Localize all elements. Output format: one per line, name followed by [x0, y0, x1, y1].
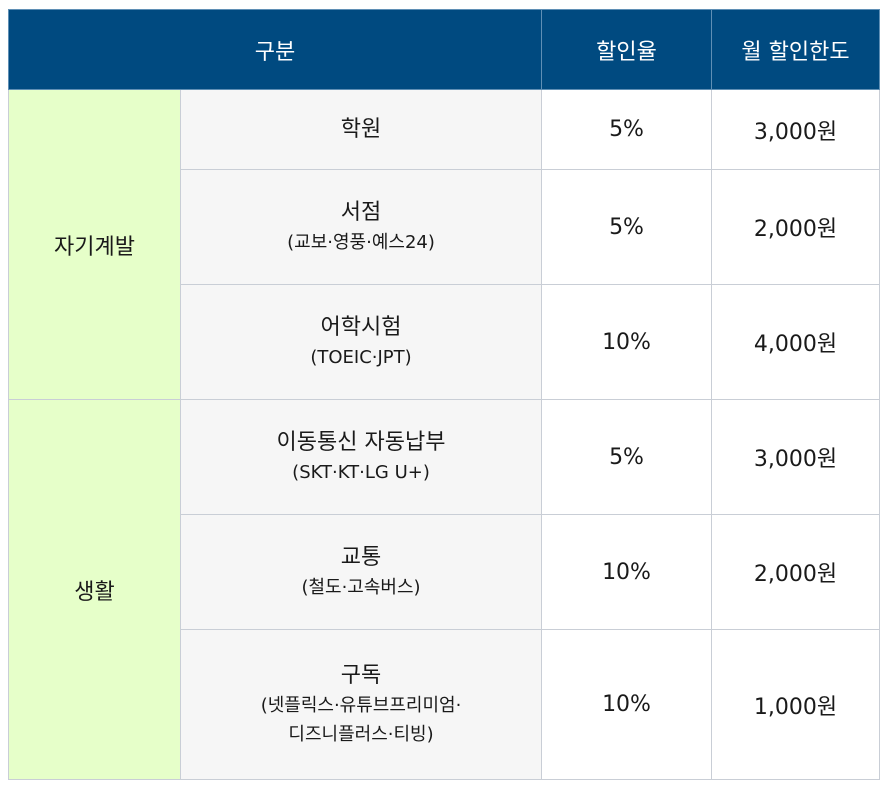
item-name-cell: 어학시험 (TOEIC·JPT): [179, 284, 543, 400]
limit-cell: 2,000원: [711, 514, 881, 630]
item-detail: (철도·고속버스): [301, 577, 421, 599]
table-row: 서점 (교보·영풍·예스24) 5% 2,000원: [9, 169, 881, 285]
item-name-cell: 교통 (철도·고속버스): [179, 514, 543, 630]
limit-cell: 3,000원: [711, 399, 881, 515]
item-name: 학원: [340, 117, 382, 142]
rate-cell: 10%: [541, 629, 713, 780]
item-detail: (SKT·KT·LG U+): [292, 462, 430, 484]
table-row: 생활 이동통신 자동납부 (SKT·KT·LG U+) 5% 3,000원: [8, 399, 881, 780]
item-name: 어학시험: [320, 315, 402, 341]
table-row: 구독 (넷플릭스·유튜브프리미엄· 디즈니플러스·티빙) 10% 1,000원: [9, 629, 881, 780]
header-category: 구분: [7, 9, 543, 90]
rate-cell: 10%: [541, 514, 713, 630]
item-name-cell: 서점 (교보·영풍·예스24): [179, 169, 543, 285]
table-row: 교통 (철도·고속버스) 10% 2,000원: [9, 514, 881, 630]
discount-table: 구분 할인율 월 할인한도 자기계발 학원 5% 3,000원 서점 (교보·영…: [7, 9, 881, 780]
table-row: 어학시험 (TOEIC·JPT) 10% 4,000원: [9, 284, 881, 400]
group-living: 생활: [8, 399, 181, 780]
item-name: 구독: [340, 663, 382, 689]
limit-cell: 4,000원: [711, 284, 881, 400]
item-name-cell: 구독 (넷플릭스·유튜브프리미엄· 디즈니플러스·티빙): [179, 629, 543, 780]
group-self-development: 자기계발: [8, 89, 181, 400]
item-name: 교통: [340, 545, 382, 571]
rate-cell: 5%: [541, 89, 713, 170]
item-detail: (넷플릭스·유튜브프리미엄·: [260, 695, 462, 717]
item-name: 서점: [340, 200, 382, 226]
table-row: 자기계발 학원 5% 3,000원: [8, 89, 881, 400]
rate-cell: 10%: [541, 284, 713, 400]
item-name-cell: 이동통신 자동납부 (SKT·KT·LG U+): [179, 399, 543, 515]
limit-cell: 1,000원: [711, 629, 881, 780]
item-name: 이동통신 자동납부: [276, 430, 446, 456]
item-detail-continued: 디즈니플러스·티빙): [288, 724, 434, 745]
rate-cell: 5%: [541, 399, 713, 515]
item-detail: (TOEIC·JPT): [310, 347, 412, 369]
item-name-cell: 학원: [179, 89, 543, 170]
limit-cell: 3,000원: [711, 89, 881, 170]
item-detail: (교보·영풍·예스24): [287, 232, 435, 254]
header-rate: 할인율: [541, 9, 713, 90]
limit-cell: 2,000원: [711, 169, 881, 285]
rate-cell: 5%: [541, 169, 713, 285]
header-limit: 월 할인한도: [711, 9, 881, 90]
header-row: 구분 할인율 월 할인한도: [7, 9, 881, 90]
